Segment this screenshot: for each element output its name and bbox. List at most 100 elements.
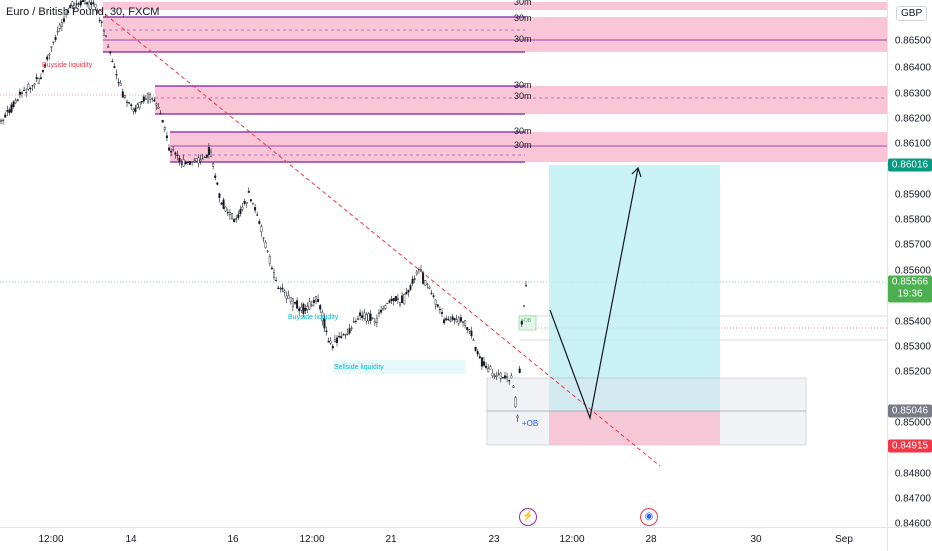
candle-body xyxy=(75,3,78,5)
candle-body xyxy=(123,95,126,98)
candle-body xyxy=(167,147,170,151)
candle-body xyxy=(306,306,309,310)
candle-body xyxy=(56,31,59,33)
candle-body xyxy=(88,1,91,9)
candle-body xyxy=(233,219,236,222)
candle-body xyxy=(275,280,278,282)
candle-body xyxy=(487,368,490,372)
candle-body xyxy=(298,308,301,312)
candle-body xyxy=(239,209,242,214)
candle-body xyxy=(102,31,105,36)
candle-body xyxy=(411,279,414,284)
candle-body xyxy=(396,298,399,300)
candle-body xyxy=(92,2,95,4)
sellside-box xyxy=(333,360,466,374)
candle-body xyxy=(42,69,45,72)
candle-body xyxy=(203,156,206,158)
candle-body xyxy=(212,163,215,167)
time-tick: 28 xyxy=(645,534,657,545)
candle-body xyxy=(256,214,259,216)
time-tick: 12:00 xyxy=(299,534,325,545)
candle-body xyxy=(81,0,84,2)
candle-body xyxy=(459,317,462,322)
stop-zone[interactable] xyxy=(549,411,720,445)
candle-body xyxy=(186,162,189,164)
candle-body xyxy=(94,4,97,8)
candle-body xyxy=(401,295,404,303)
time-scale[interactable]: 12:00 14 16 12:00 21 23 12:00 28 30 Sep xyxy=(0,527,887,551)
supply-zone-1[interactable] xyxy=(103,2,887,10)
candle-body xyxy=(392,298,395,302)
candle-body xyxy=(241,206,244,210)
buyside-liquidity-label: Buyside liquidity xyxy=(42,62,93,69)
candle-body xyxy=(149,93,152,100)
globe-icon[interactable]: ◉ xyxy=(640,508,658,526)
trendline[interactable] xyxy=(99,9,661,467)
candle-body xyxy=(331,345,334,349)
chart-canvas[interactable] xyxy=(0,0,887,527)
candle-body xyxy=(50,46,53,48)
candle-body xyxy=(462,321,465,323)
projection-path[interactable] xyxy=(549,167,639,421)
candle-body xyxy=(485,365,488,368)
candle-body xyxy=(35,77,38,79)
candle-body xyxy=(132,109,135,112)
candle-body xyxy=(359,312,362,316)
supply-zone-4[interactable] xyxy=(170,132,887,162)
candle-body xyxy=(46,56,49,60)
sellside-liquidity-label: Sellside liquidity xyxy=(334,364,384,371)
candle-body xyxy=(188,161,191,165)
chart-area[interactable]: Euro / British Pound, 30, FXCM 30m 30m 3… xyxy=(0,0,887,527)
price-tick: 0.85600 xyxy=(894,265,931,277)
candle-body xyxy=(522,305,525,307)
candle-body xyxy=(151,98,154,100)
time-tick: 21 xyxy=(385,534,397,545)
countdown-timer: 19:36 xyxy=(897,288,923,300)
candle-body xyxy=(493,375,496,377)
lightning-icon[interactable]: ⚡ xyxy=(519,508,537,526)
candle-body xyxy=(499,372,502,379)
target-zone[interactable] xyxy=(549,165,720,411)
candle-body xyxy=(146,93,149,103)
candle-body xyxy=(249,199,252,202)
candle-body xyxy=(220,202,223,205)
price-tick: 0.85300 xyxy=(894,341,931,353)
candle-body xyxy=(12,101,15,107)
zone-label: 30m xyxy=(514,13,532,23)
candle-body xyxy=(338,336,341,338)
candle-body xyxy=(247,191,250,193)
candle-body xyxy=(336,337,339,343)
supply-zone-2[interactable] xyxy=(103,17,887,52)
candle-body xyxy=(159,113,162,115)
current-price-label: 0.85566 19:36 xyxy=(888,275,932,303)
candle-body xyxy=(205,154,208,158)
supply-zone-3[interactable] xyxy=(155,86,887,114)
candle-body xyxy=(476,351,479,355)
candle-body xyxy=(29,87,32,89)
ob-small-label: +OB xyxy=(521,318,532,324)
candle-body xyxy=(378,312,381,314)
candle-body xyxy=(6,110,9,112)
candle-body xyxy=(432,295,435,297)
buyside-liquidity-label: Buyside liquidity xyxy=(288,314,339,321)
candle-body xyxy=(33,83,36,85)
candle-body xyxy=(0,120,2,122)
candle-body xyxy=(436,304,439,307)
candle-body xyxy=(422,272,425,284)
candle-body xyxy=(201,158,204,160)
price-scale[interactable]: 0.86500 0.86400 0.86300 0.86200 0.86100 … xyxy=(887,0,932,530)
candle-body xyxy=(384,305,387,309)
candle-body xyxy=(455,319,458,323)
candle-body xyxy=(472,339,475,341)
candle-body xyxy=(142,96,145,102)
candle-body xyxy=(344,334,347,336)
ob-label: +OB xyxy=(522,419,539,428)
candle-body xyxy=(230,212,233,219)
current-price-value: 0.85566 xyxy=(891,276,929,288)
candle-body xyxy=(109,51,112,54)
candle-body xyxy=(193,160,196,163)
candle-body xyxy=(361,315,364,318)
candle-body xyxy=(113,66,116,68)
currency-button[interactable]: GBP xyxy=(896,6,928,21)
candle-body xyxy=(426,283,429,285)
